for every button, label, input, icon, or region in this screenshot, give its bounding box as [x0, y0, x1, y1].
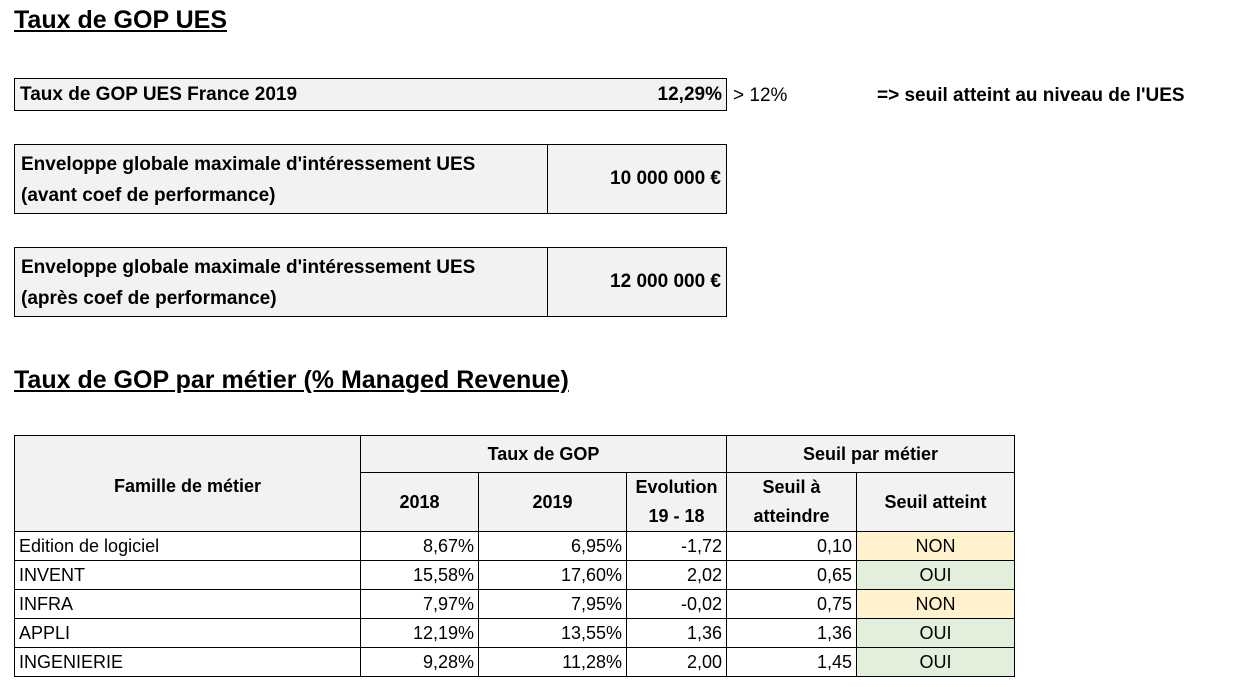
cell-famille: Edition de logiciel [14, 531, 361, 561]
envelope-before-value: 10 000 000 € [610, 168, 721, 189]
section-title-metier: Taux de GOP par métier (% Managed Revenu… [14, 366, 569, 394]
gop-comparison: > 12% [733, 85, 788, 106]
header-seuil-line2: atteindre [753, 506, 830, 526]
header-seuil-line1: Seuil à [762, 477, 821, 497]
cell-2018: 7,97% [360, 589, 479, 619]
envelope-after-line1: Enveloppe globale maximale d'intéresseme… [21, 257, 476, 278]
cell-2019: 6,95% [478, 531, 627, 561]
header-evolution-line1: Evolution [635, 477, 718, 497]
gop-ues-row: Taux de GOP UES France 2019 12,29% [14, 78, 727, 111]
table-row: INFRA 7,97% 7,95% -0,02 0,75 NON [14, 589, 1015, 619]
header-seuil-atteint: Seuil atteint [856, 472, 1015, 532]
cell-seuil: 1,36 [726, 618, 857, 648]
header-taux-gop: Taux de GOP [360, 435, 727, 473]
envelope-after-label: Enveloppe globale maximale d'intéresseme… [15, 248, 548, 316]
cell-2019: 17,60% [478, 560, 627, 590]
header-evolution: Evolution 19 - 18 [626, 472, 727, 532]
header-evolution-line2: 19 - 18 [648, 506, 705, 526]
cell-famille: INGENIERIE [14, 647, 361, 677]
envelope-after-value: 12 000 000 € [610, 271, 721, 292]
cell-famille: INVENT [14, 560, 361, 590]
table-row: APPLI 12,19% 13,55% 1,36 1,36 OUI [14, 618, 1015, 648]
header-2019: 2019 [478, 472, 627, 532]
cell-seuil: 0,65 [726, 560, 857, 590]
cell-2019: 13,55% [478, 618, 627, 648]
cell-2018: 15,58% [360, 560, 479, 590]
gop-ues-value: 12,29% [657, 83, 722, 105]
envelope-before-box: Enveloppe globale maximale d'intéresseme… [14, 144, 727, 214]
header-famille: Famille de métier [14, 435, 361, 532]
table-row: INVENT 15,58% 17,60% 2,02 0,65 OUI [14, 560, 1015, 590]
envelope-before-line2: (avant coef de performance) [21, 185, 276, 206]
gop-metier-table: Famille de métier Taux de GOP Seuil par … [14, 435, 1015, 677]
header-seuil-par-metier: Seuil par métier [726, 435, 1015, 473]
cell-atteint: OUI [856, 560, 1015, 590]
cell-evolution: 1,36 [626, 618, 727, 648]
cell-2018: 12,19% [360, 618, 479, 648]
threshold-note: => seuil atteint au niveau de l'UES [877, 85, 1185, 106]
cell-atteint: NON [856, 589, 1015, 619]
cell-atteint: NON [856, 531, 1015, 561]
envelope-after-box: Enveloppe globale maximale d'intéresseme… [14, 247, 727, 317]
gop-ues-label: Taux de GOP UES France 2019 [20, 83, 298, 105]
header-seuil-a-atteindre: Seuil à atteindre [726, 472, 857, 532]
cell-2018: 9,28% [360, 647, 479, 677]
table-row: Edition de logiciel 8,67% 6,95% -1,72 0,… [14, 531, 1015, 561]
envelope-before-label: Enveloppe globale maximale d'intéresseme… [15, 145, 548, 213]
cell-atteint: OUI [856, 647, 1015, 677]
cell-2019: 11,28% [478, 647, 627, 677]
header-2018: 2018 [360, 472, 479, 532]
cell-seuil: 1,45 [726, 647, 857, 677]
cell-evolution: 2,02 [626, 560, 727, 590]
cell-famille: APPLI [14, 618, 361, 648]
cell-famille: INFRA [14, 589, 361, 619]
cell-seuil: 0,75 [726, 589, 857, 619]
table-row: INGENIERIE 9,28% 11,28% 2,00 1,45 OUI [14, 647, 1015, 677]
cell-seuil: 0,10 [726, 531, 857, 561]
envelope-after-line2: (après coef de performance) [21, 288, 277, 309]
cell-2018: 8,67% [360, 531, 479, 561]
cell-evolution: 2,00 [626, 647, 727, 677]
cell-atteint: OUI [856, 618, 1015, 648]
cell-evolution: -1,72 [626, 531, 727, 561]
cell-evolution: -0,02 [626, 589, 727, 619]
section-title-ues: Taux de GOP UES [14, 6, 228, 34]
envelope-before-line1: Enveloppe globale maximale d'intéresseme… [21, 154, 476, 175]
cell-2019: 7,95% [478, 589, 627, 619]
